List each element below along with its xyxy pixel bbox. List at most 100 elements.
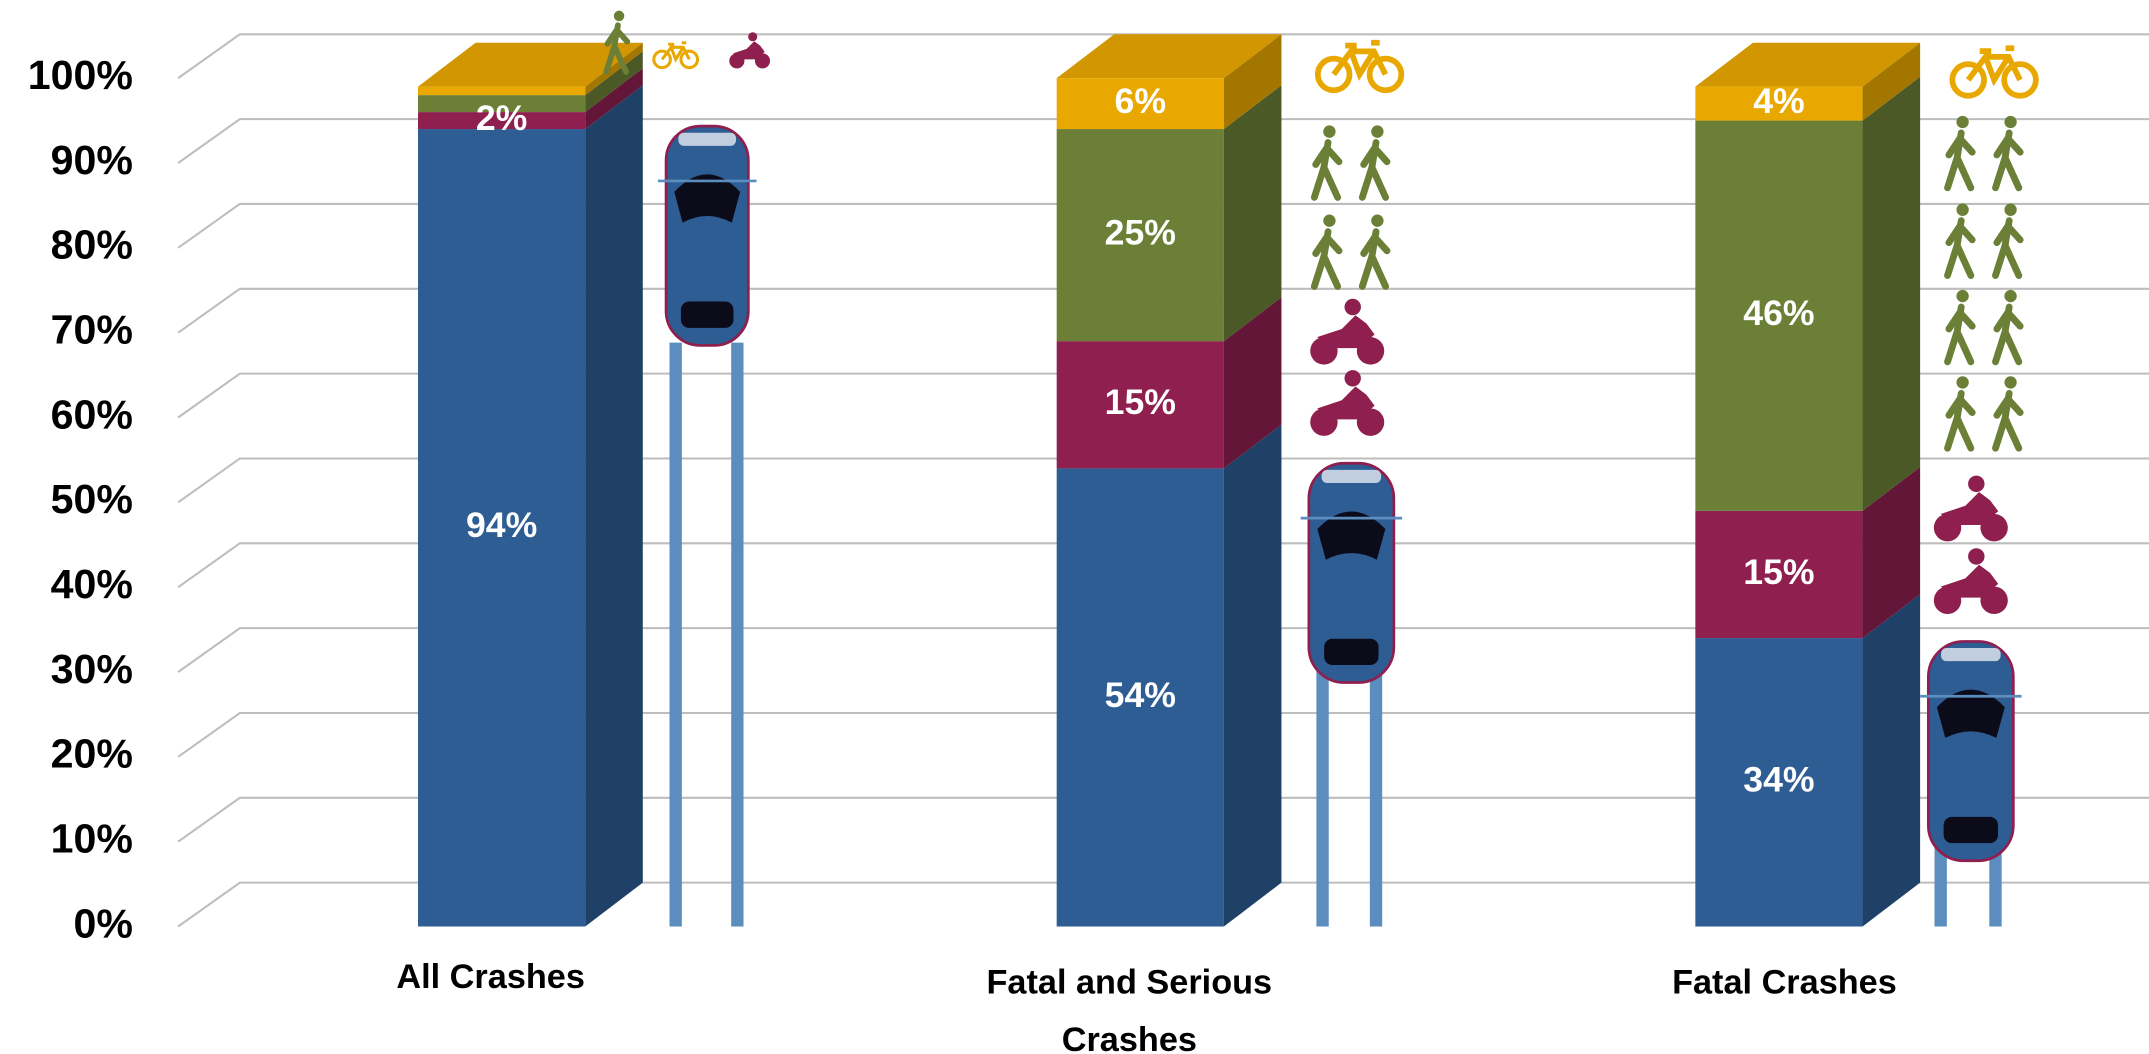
head (613, 10, 625, 22)
grid-line (177, 711, 2149, 758)
y-tick-label: 0% (74, 900, 133, 946)
y-tick-label: 70% (51, 307, 133, 353)
grid-line (177, 542, 2149, 589)
body (1944, 303, 1976, 366)
rider-head (1344, 370, 1361, 387)
rider-head (748, 32, 758, 42)
car-rear-window (1943, 816, 1999, 844)
head (1956, 203, 1969, 216)
car-front (678, 132, 736, 146)
head (2004, 115, 2017, 129)
car-rear-window (1324, 638, 1379, 666)
bar-segment (1056, 424, 1282, 927)
motorcycle-icon (1310, 298, 1385, 365)
bar-segment (1056, 297, 1282, 469)
bicycle-icon (1949, 45, 2039, 99)
body (1310, 228, 1343, 290)
pedestrian-icon (1310, 214, 1343, 290)
bar (1056, 468, 1224, 927)
bar-side (1862, 76, 1921, 511)
bicycle-icon (1314, 39, 1405, 94)
pedestrian-icon (1358, 125, 1391, 201)
x-tick-label-box: Fatal Crashes (1672, 964, 1897, 1002)
head (1956, 289, 1969, 303)
bar-side (585, 68, 643, 130)
x-tick-label: All Crashes (396, 958, 585, 997)
grid-line (177, 627, 2149, 673)
body (1940, 492, 1999, 525)
pedestrian-icon (1992, 203, 2024, 279)
bar-segment (1695, 466, 1921, 639)
wheel (679, 49, 700, 70)
y-tick-label: 80% (51, 222, 133, 268)
wheel (1980, 586, 2008, 615)
body (1944, 129, 1976, 192)
bar-side (1223, 34, 1282, 130)
car-front (1941, 648, 2001, 662)
bar-side (1862, 594, 1921, 927)
bar-segment (1695, 76, 1921, 511)
motorcycle-icon (729, 32, 771, 69)
x-tick-label: Fatal and Serious Crashes (986, 963, 1273, 1054)
head (2004, 289, 2017, 303)
data-label: 15% (1105, 382, 1176, 422)
bar-side (585, 51, 643, 113)
x-tick-label-box: All Crashes (396, 958, 585, 997)
wheel (1356, 337, 1385, 365)
car-windshield (674, 174, 741, 223)
body (1992, 217, 2024, 279)
data-label: 25% (1105, 213, 1176, 253)
grid-line (177, 372, 2149, 419)
bar (1695, 638, 1863, 927)
data-label: 6% (1115, 81, 1167, 121)
bar-top (1056, 34, 1282, 79)
motorcycle-icon (1310, 370, 1385, 436)
body (1358, 228, 1391, 290)
bar (1695, 120, 1863, 511)
frame (1965, 45, 2023, 87)
bicycle-icon (652, 41, 700, 70)
wheel (754, 53, 771, 69)
wheel (652, 49, 672, 70)
bar-segment (1695, 594, 1921, 927)
rider-head (1344, 298, 1361, 316)
grid-line (177, 33, 2149, 79)
car-front (1321, 469, 1382, 484)
bar-side (585, 42, 643, 96)
x-tick-label-box: Fatal and Serious Crashes (986, 963, 1273, 1054)
pedestrian-icon (1992, 115, 2024, 192)
y-tick-label: 100% (28, 52, 133, 98)
data-label: 15% (1743, 552, 1814, 592)
bar-top (1695, 42, 1921, 87)
grid-line (177, 457, 2149, 504)
data-label: 34% (1743, 760, 1814, 800)
frame (660, 41, 691, 63)
y-tick-label: 40% (51, 561, 133, 607)
grid-line (177, 287, 2149, 334)
body (1940, 564, 1999, 598)
y-tick-label: 50% (51, 476, 133, 522)
body (1358, 139, 1391, 201)
rider-head (1968, 548, 1985, 565)
body (1310, 139, 1343, 201)
bar (1056, 78, 1224, 130)
bar (1695, 86, 1863, 121)
wheel (2001, 61, 2039, 99)
frame (1331, 39, 1389, 81)
head (1323, 125, 1336, 138)
bar-segment (1695, 42, 1921, 121)
body (1992, 389, 2024, 452)
head (1371, 214, 1384, 227)
data-label: 54% (1105, 675, 1176, 715)
grid-line (177, 202, 2149, 249)
bar (1056, 129, 1224, 342)
y-tick-label: 90% (51, 137, 133, 183)
head (1956, 115, 1969, 129)
bar-segment (418, 68, 643, 130)
body (1944, 389, 1976, 452)
bar (1056, 341, 1224, 469)
rider-head (1968, 475, 1985, 493)
wheel (1366, 55, 1405, 94)
grid-line (177, 118, 2149, 164)
